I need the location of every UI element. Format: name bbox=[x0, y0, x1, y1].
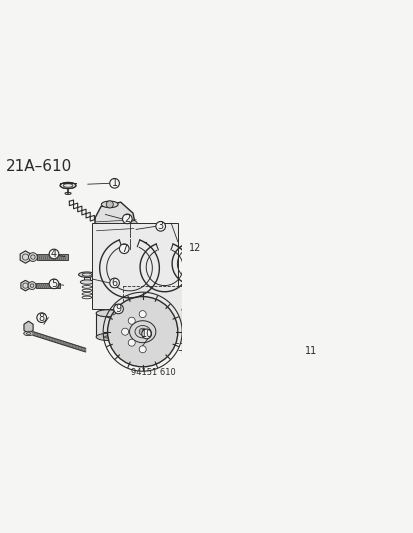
Ellipse shape bbox=[78, 272, 95, 277]
Circle shape bbox=[122, 214, 132, 224]
Bar bbox=[182, 310, 219, 354]
Ellipse shape bbox=[103, 249, 116, 254]
Circle shape bbox=[190, 243, 200, 253]
Text: 4: 4 bbox=[51, 249, 57, 259]
Ellipse shape bbox=[133, 348, 138, 351]
Circle shape bbox=[155, 222, 165, 231]
Circle shape bbox=[128, 339, 135, 346]
Circle shape bbox=[119, 244, 129, 254]
Text: 10: 10 bbox=[140, 329, 152, 339]
Polygon shape bbox=[94, 202, 136, 252]
Ellipse shape bbox=[80, 280, 93, 284]
Bar bbox=[96, 313, 119, 337]
Ellipse shape bbox=[104, 336, 110, 338]
Bar bbox=[123, 286, 184, 343]
Bar bbox=[92, 223, 177, 309]
Circle shape bbox=[139, 311, 146, 318]
Circle shape bbox=[28, 281, 36, 289]
Ellipse shape bbox=[65, 192, 71, 195]
Circle shape bbox=[110, 227, 124, 241]
Circle shape bbox=[142, 329, 151, 338]
Ellipse shape bbox=[24, 331, 33, 336]
Ellipse shape bbox=[215, 310, 223, 354]
Circle shape bbox=[121, 328, 128, 335]
Circle shape bbox=[28, 253, 37, 262]
Circle shape bbox=[306, 346, 316, 356]
Polygon shape bbox=[33, 332, 85, 352]
Polygon shape bbox=[135, 343, 152, 351]
Bar bbox=[36, 284, 60, 288]
Polygon shape bbox=[20, 251, 31, 263]
Text: 21A–610: 21A–610 bbox=[6, 159, 72, 174]
Text: 9: 9 bbox=[115, 304, 121, 314]
Circle shape bbox=[139, 346, 146, 353]
Text: 11: 11 bbox=[304, 346, 317, 357]
Text: 1: 1 bbox=[111, 179, 117, 188]
Circle shape bbox=[49, 279, 59, 289]
Circle shape bbox=[109, 179, 119, 188]
Circle shape bbox=[109, 278, 119, 288]
Ellipse shape bbox=[101, 201, 118, 208]
Circle shape bbox=[106, 201, 113, 208]
Circle shape bbox=[49, 249, 59, 259]
Circle shape bbox=[130, 221, 137, 228]
Text: 2: 2 bbox=[124, 214, 130, 224]
Bar bbox=[84, 277, 89, 282]
Circle shape bbox=[139, 328, 146, 335]
Text: 7: 7 bbox=[121, 244, 127, 254]
Ellipse shape bbox=[96, 334, 119, 341]
Text: 3: 3 bbox=[157, 221, 164, 231]
Ellipse shape bbox=[182, 305, 219, 314]
Text: 6: 6 bbox=[111, 278, 117, 288]
Text: 5: 5 bbox=[51, 279, 57, 289]
Text: 8: 8 bbox=[38, 313, 45, 322]
Text: 94151 610: 94151 610 bbox=[131, 368, 175, 377]
Circle shape bbox=[107, 296, 177, 367]
Circle shape bbox=[128, 317, 135, 324]
Polygon shape bbox=[21, 280, 30, 291]
Ellipse shape bbox=[60, 182, 76, 189]
Polygon shape bbox=[24, 321, 33, 334]
Bar bbox=[37, 254, 68, 260]
Circle shape bbox=[114, 304, 123, 314]
Text: 12: 12 bbox=[189, 243, 201, 253]
Ellipse shape bbox=[96, 310, 119, 317]
Circle shape bbox=[107, 224, 126, 244]
Circle shape bbox=[37, 313, 46, 322]
